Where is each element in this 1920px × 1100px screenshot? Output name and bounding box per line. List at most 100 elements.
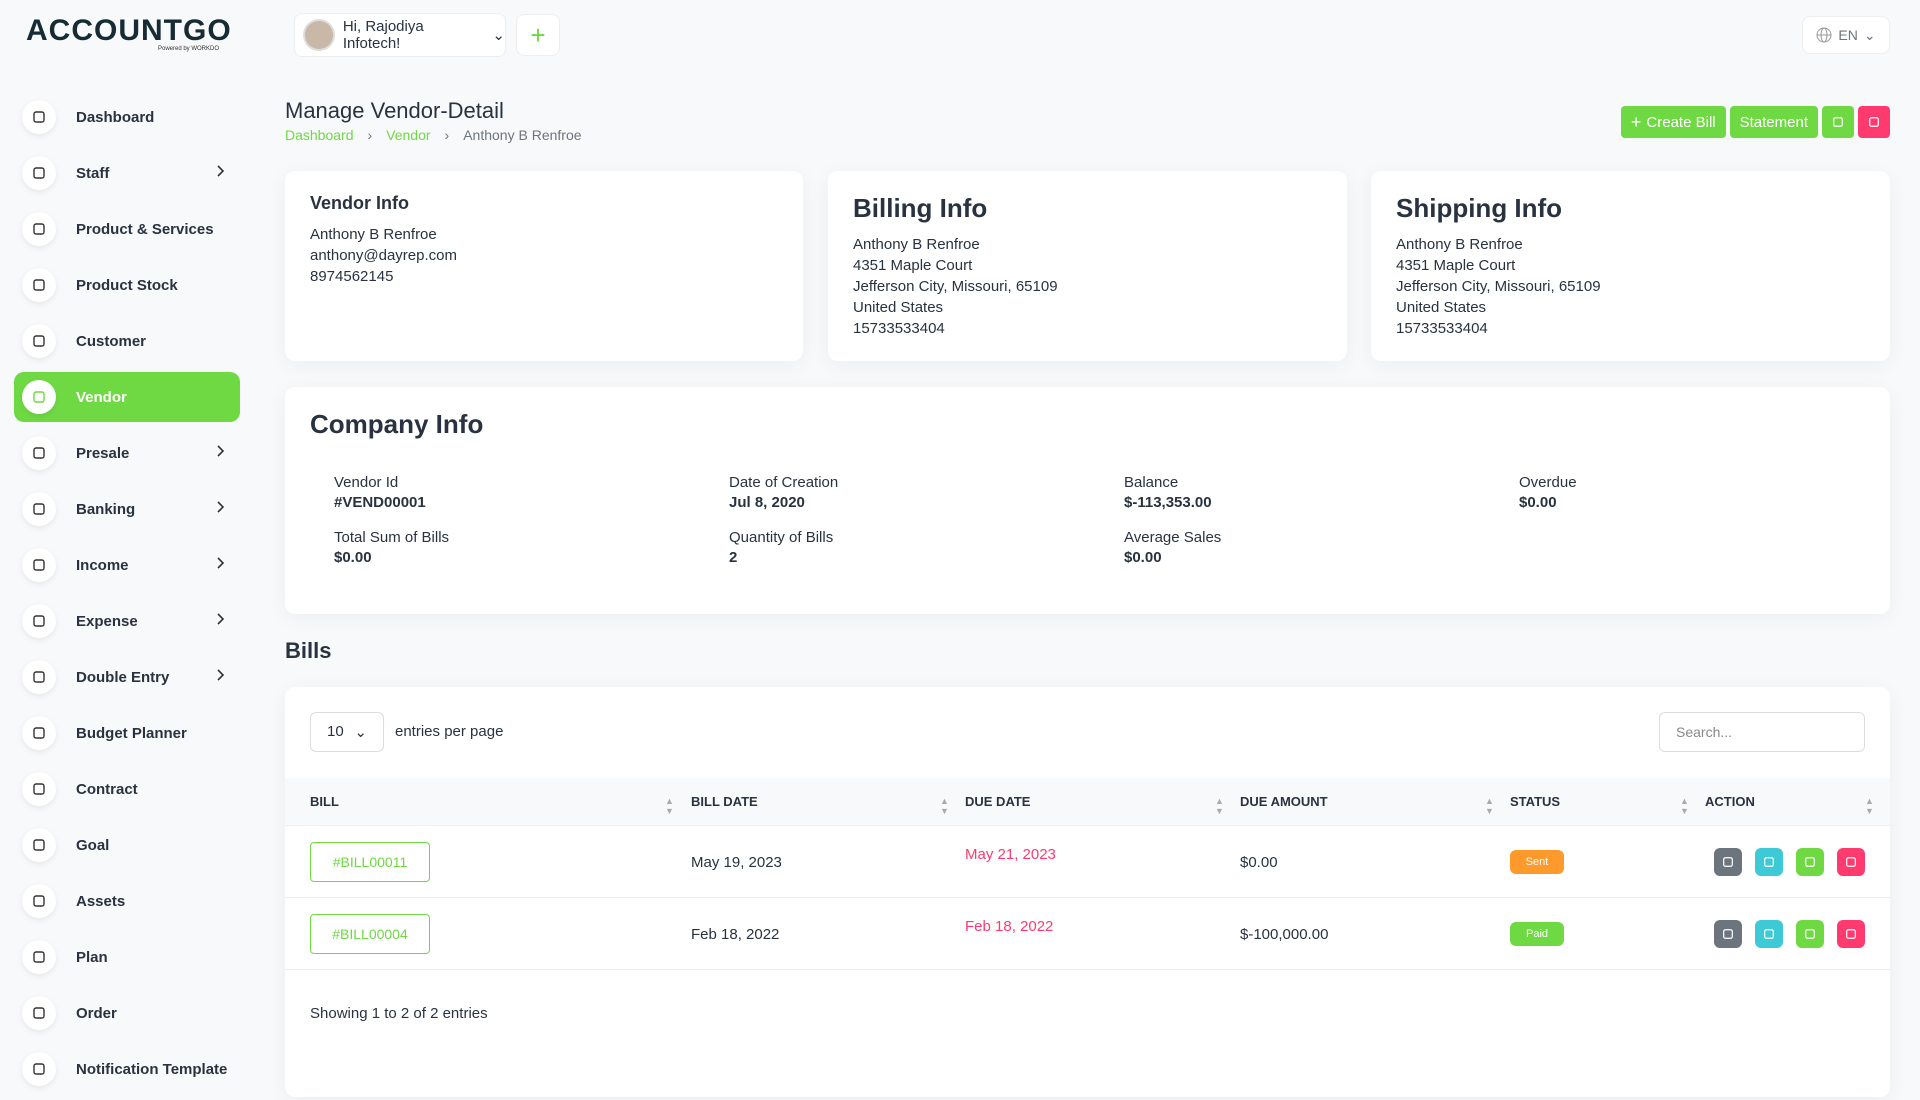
column-header[interactable]: BILL — [310, 794, 339, 809]
billing-info-card: Billing Info Anthony B Renfroe 4351 Maple … — [828, 171, 1347, 361]
sidebar-item[interactable]: Vendor — [14, 372, 240, 422]
sort-icon: ▲ ▼ — [1215, 796, 1224, 816]
entries-value: 10 — [327, 723, 344, 740]
row-actions — [1714, 920, 1878, 948]
field-label: Average Sales — [1124, 529, 1222, 546]
breadcrumb-item: Anthony B Renfroe — [463, 127, 582, 143]
sidebar-label: Goal — [76, 836, 110, 854]
sidebar-icon — [22, 548, 56, 582]
search-input[interactable]: Search... — [1659, 712, 1865, 752]
field-value: $-113,353.00 — [1124, 494, 1212, 511]
view-button[interactable] — [1755, 848, 1783, 876]
breadcrumb-item[interactable]: Dashboard — [285, 127, 354, 143]
quick-add[interactable]: + — [516, 14, 560, 56]
breadcrumb-item[interactable]: Vendor — [386, 127, 431, 143]
field-value: 2 — [729, 549, 738, 566]
sidebar-icon — [22, 1052, 56, 1086]
sidebar-label: Banking — [76, 500, 136, 518]
sidebar-label: Customer — [76, 332, 147, 350]
sidebar-item[interactable]: Staff — [14, 148, 240, 198]
field-label: Vendor Id — [334, 474, 399, 491]
sidebar-label: Assets — [76, 892, 126, 910]
sidebar-item[interactable]: Product Stock — [14, 260, 240, 310]
copy-button[interactable] — [1714, 848, 1742, 876]
delete-button[interactable] — [1837, 848, 1865, 876]
sidebar-item[interactable]: Plan — [14, 932, 240, 982]
field-value: $0.00 — [334, 549, 372, 566]
search-placeholder: Search... — [1676, 724, 1733, 740]
sidebar-item[interactable]: Product & Services — [14, 204, 240, 254]
sidebar-item[interactable]: Contract — [14, 764, 240, 814]
icon — [33, 223, 45, 235]
bill-number[interactable]: #BILL00004 — [310, 914, 430, 954]
sidebar-label: Product & Services — [76, 220, 214, 238]
sort-icon: ▲ ▼ — [1485, 796, 1494, 816]
view-button[interactable] — [1755, 920, 1783, 948]
sidebar-item[interactable]: Budget Planner — [14, 708, 240, 758]
sidebar-item[interactable]: Income — [14, 540, 240, 590]
info-line: 15733533404 — [1396, 320, 1488, 337]
edit-button[interactable] — [1796, 848, 1824, 876]
icon — [33, 391, 45, 403]
language-select[interactable]: EN ⌄ — [1802, 16, 1890, 54]
entries-select[interactable]: 10 ⌄ — [310, 712, 384, 752]
card-title: Vendor Info — [310, 193, 409, 213]
sidebar-label: Income — [76, 556, 129, 574]
breadcrumb-separator: › — [367, 127, 373, 143]
icon — [1869, 117, 1879, 127]
card-title: Billing Info — [853, 193, 988, 223]
submenu-arrow — [216, 612, 226, 630]
sidebar-item[interactable]: Presale — [14, 428, 240, 478]
edit-button[interactable] — [1822, 106, 1854, 138]
delete-button[interactable] — [1837, 920, 1865, 948]
action-button[interactable]: Statement — [1729, 106, 1818, 138]
field-label: Total Sum of Bills — [334, 529, 450, 546]
sidebar-label: Presale — [76, 444, 130, 462]
sidebar-icon — [22, 100, 56, 134]
sidebar-label: Product Stock — [76, 276, 178, 294]
edit-button[interactable] — [1796, 920, 1824, 948]
company-field: Quantity of Bills 2 — [729, 528, 833, 568]
due-amount: $-100,000.00 — [1240, 926, 1329, 943]
column-header[interactable]: ACTION — [1705, 794, 1755, 809]
action-button[interactable]: + Create Bill — [1620, 106, 1726, 138]
column-header[interactable]: DUE AMOUNT — [1240, 794, 1328, 809]
sidebar-label: Notification Template — [76, 1060, 228, 1078]
sidebar-label: Double Entry — [76, 668, 170, 686]
sidebar-icon — [22, 380, 56, 414]
user-menu[interactable]: Hi, Rajodiya Infotech! ⌄ — [294, 13, 506, 57]
bill-number[interactable]: #BILL00011 — [310, 842, 430, 882]
sidebar-item[interactable]: Assets — [14, 876, 240, 926]
sidebar-item[interactable]: Double Entry — [14, 652, 240, 702]
plus-icon: + — [1630, 111, 1647, 132]
info-line: Jefferson City, Missouri, 65109 — [1396, 278, 1601, 295]
icon — [33, 895, 45, 907]
sidebar-item[interactable]: Order — [14, 988, 240, 1038]
column-header[interactable]: BILL DATE — [691, 794, 758, 809]
icon — [1764, 929, 1774, 939]
sidebar-item[interactable]: Notification Template — [14, 1044, 240, 1094]
sidebar-item[interactable]: Customer — [14, 316, 240, 366]
sidebar-icon — [22, 660, 56, 694]
company-field: Vendor Id #VEND00001 — [334, 473, 426, 513]
sort-icon: ▲ ▼ — [665, 796, 674, 816]
sidebar-item[interactable]: Dashboard — [14, 92, 240, 142]
breadcrumb-separator: › — [444, 127, 450, 143]
sidebar-icon — [22, 492, 56, 526]
sidebar-item[interactable]: Banking — [14, 484, 240, 534]
sidebar-item[interactable]: Goal — [14, 820, 240, 870]
company-field: Balance $-113,353.00 — [1124, 473, 1212, 513]
copy-button[interactable] — [1714, 920, 1742, 948]
sort-icon: ▲ ▼ — [940, 796, 949, 816]
icon — [1846, 929, 1856, 939]
delete-button[interactable] — [1858, 106, 1890, 138]
icon — [1846, 857, 1856, 867]
column-header[interactable]: DUE DATE — [965, 794, 1031, 809]
sidebar-item[interactable]: Expense — [14, 596, 240, 646]
table-row: #BILL00004 Feb 18, 2022 Feb 18, 2022 $-100,… — [285, 898, 1890, 970]
column-header[interactable]: STATUS — [1510, 794, 1561, 809]
info-line: 15733533404 — [853, 320, 945, 337]
field-label: Overdue — [1519, 474, 1577, 491]
submenu-arrow — [216, 444, 226, 462]
